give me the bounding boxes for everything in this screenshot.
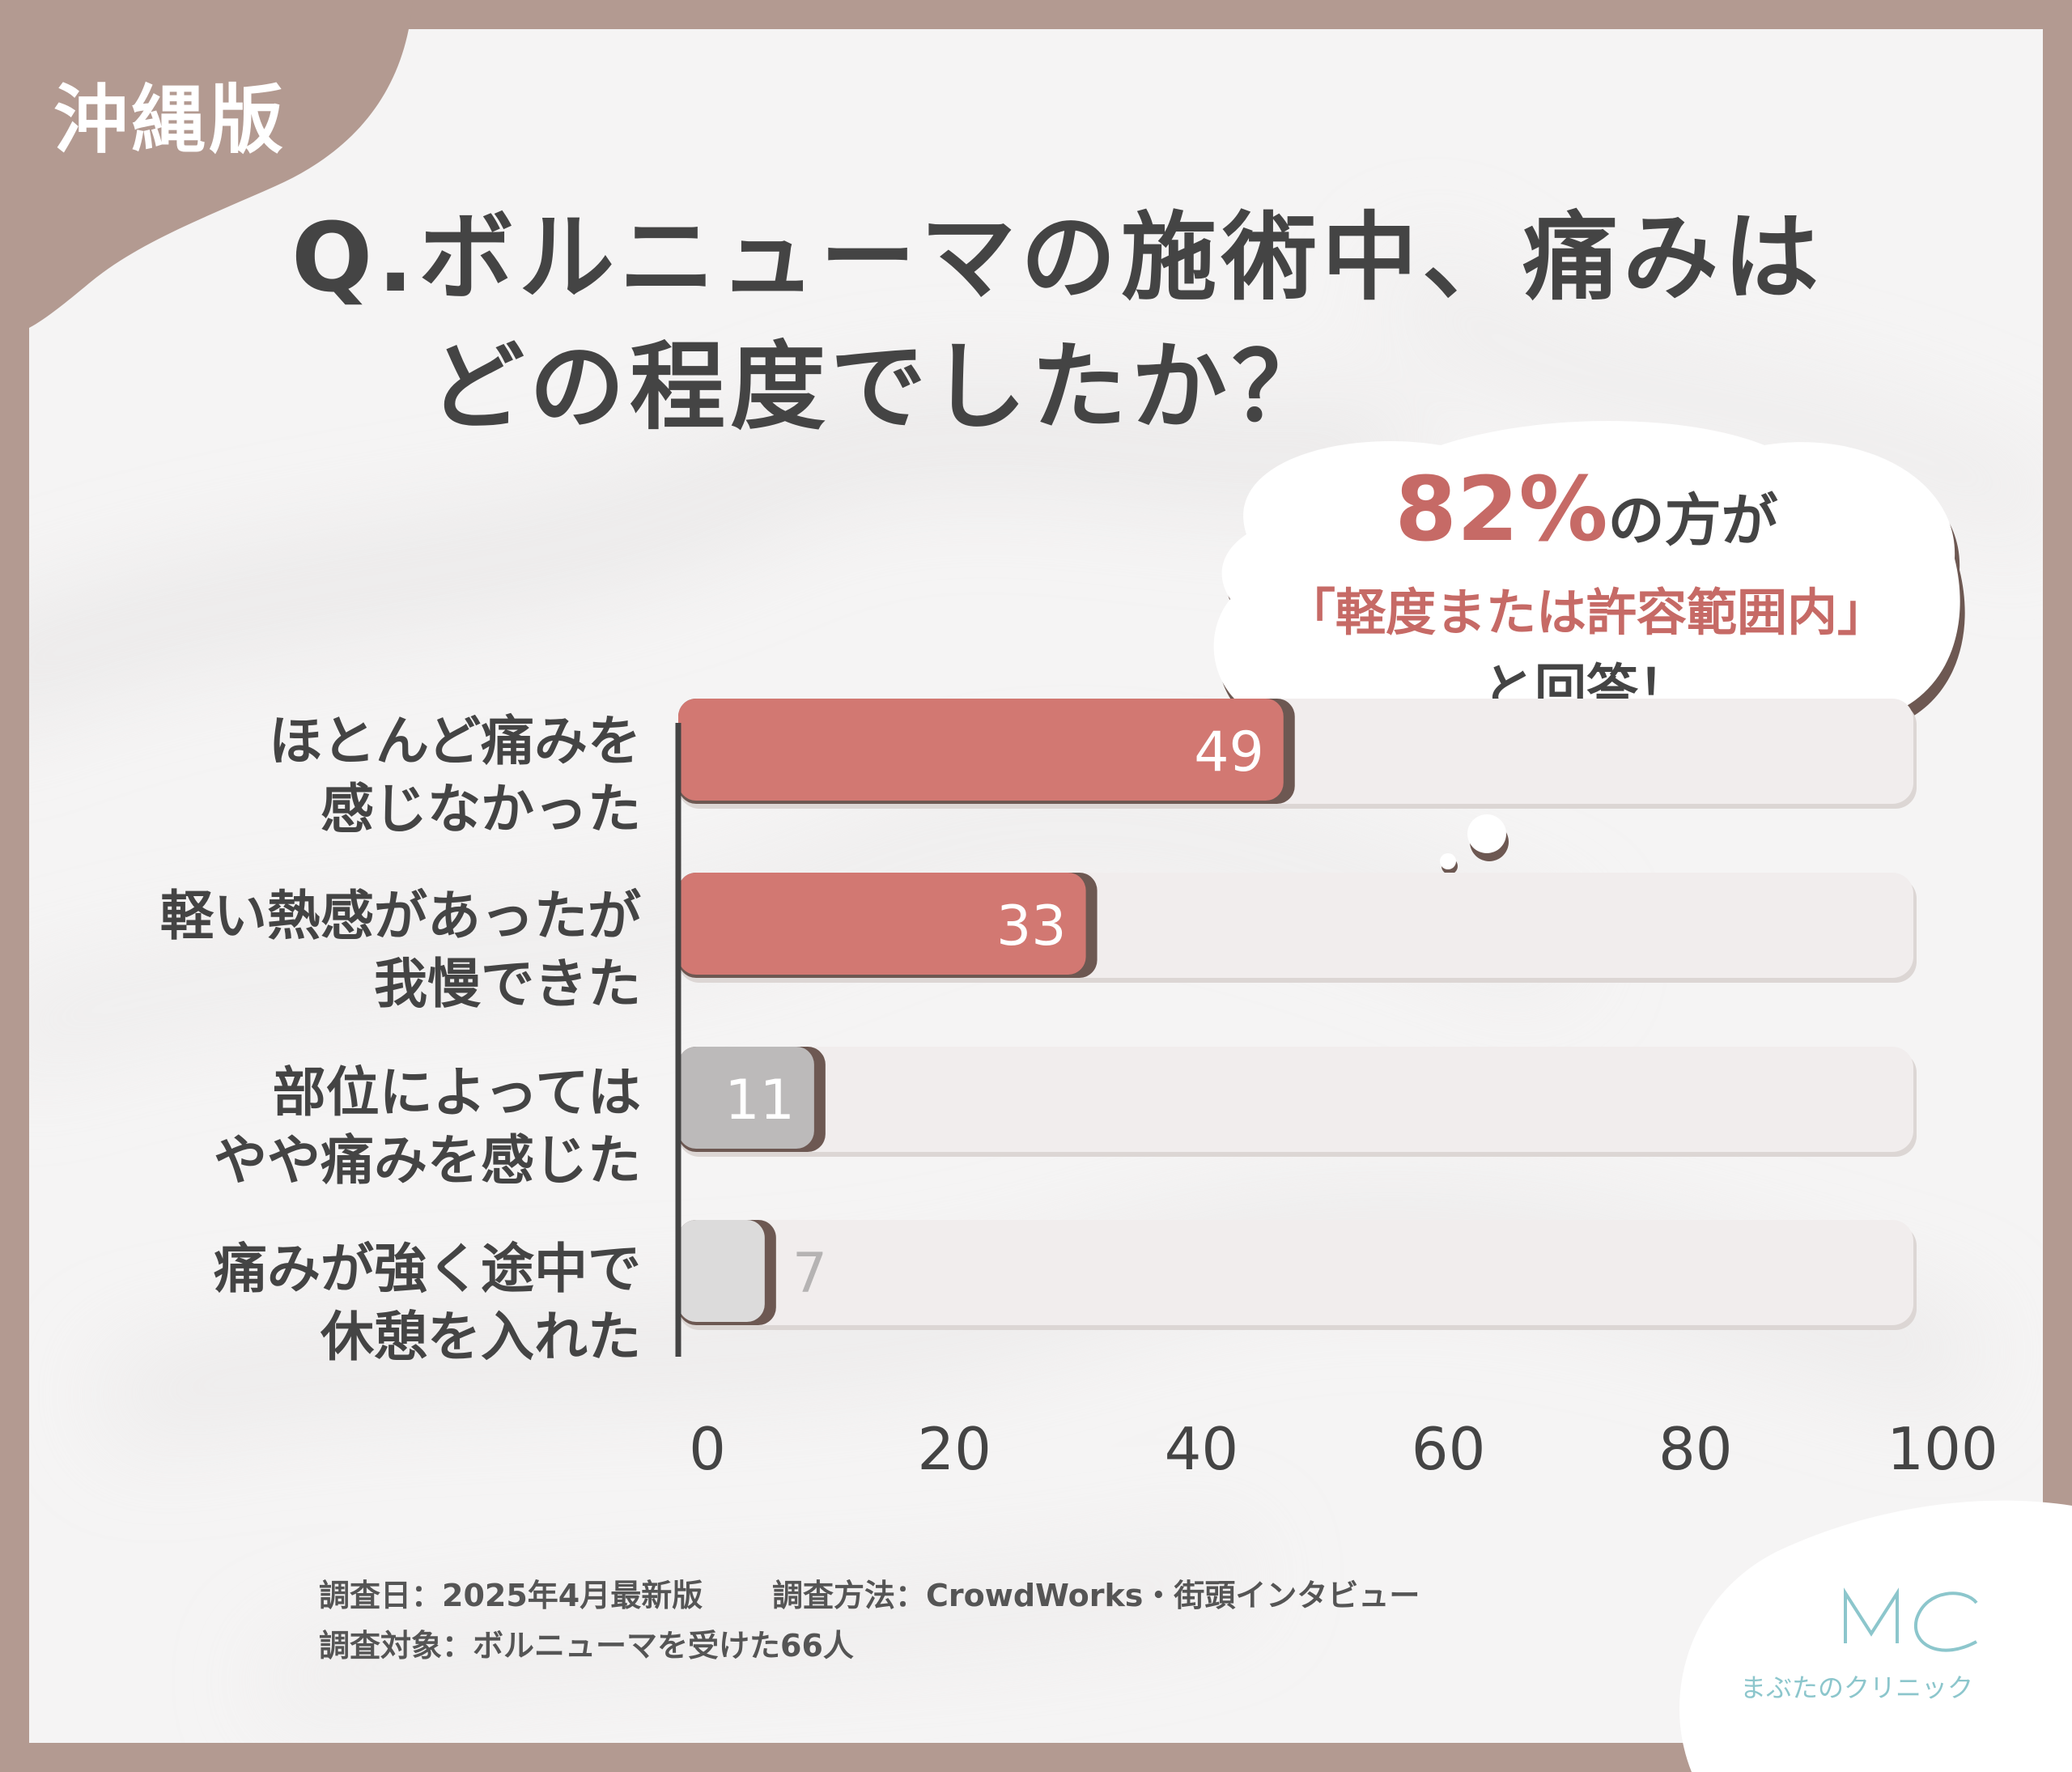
x-tick-label: 100 — [1887, 1415, 1998, 1483]
category-label: 痛みが強く途中で 休憩を入れた — [26, 1235, 641, 1371]
x-tick-label: 60 — [1411, 1415, 1486, 1483]
bar-track — [678, 1047, 1913, 1152]
category-label: ほとんど痛みを 感じなかった — [26, 708, 641, 844]
category-label-line: 休憩を入れた — [321, 1306, 641, 1368]
bar-value-label: 33 — [996, 894, 1067, 958]
category-label-line: 軽い熱感があったが — [160, 885, 641, 947]
bar-chart-plot: 49 33 11 7 — [675, 699, 1917, 1357]
clinic-logo-mark — [1844, 1587, 1978, 1652]
clinic-logo-name: まぶたのクリニック — [1740, 1672, 1974, 1703]
callout-percent: 82% — [1395, 457, 1608, 561]
region-label: 沖縄版 — [53, 77, 287, 164]
bar — [678, 1047, 814, 1149]
category-label-line: 痛みが強く途中で — [214, 1238, 641, 1300]
bar-value-label: 7 — [792, 1242, 827, 1306]
bar-value-label: 49 — [1194, 720, 1264, 784]
category-label: 軽い熱感があったが 我慢できた — [26, 882, 641, 1018]
bar-value-label: 11 — [724, 1069, 795, 1132]
category-label-line: 我慢できた — [374, 953, 641, 1015]
survey-method: 調査方法：CrowdWorks・街頭インタビュー — [772, 1578, 1420, 1613]
survey-date: 調査日：2025年4月最新版 — [319, 1578, 703, 1613]
callout-line1-rest: の方が — [1607, 487, 1778, 554]
x-tick-label: 20 — [917, 1415, 991, 1483]
bar — [678, 699, 1284, 801]
chart-title-line1: Q.ボルニューマの施術中、痛みは — [291, 202, 1824, 313]
survey-target: 調査対象：ボルニューマを受けた66人 — [319, 1628, 854, 1664]
category-label-line: やや痛みを感じた — [214, 1129, 641, 1192]
region-tab-shape — [0, 0, 413, 328]
bar — [678, 1220, 765, 1322]
x-tick-label: 80 — [1658, 1415, 1733, 1483]
category-label-line: 感じなかった — [321, 778, 641, 840]
x-tick-label: 40 — [1164, 1415, 1239, 1483]
category-label-line: 部位によっては — [272, 1061, 641, 1124]
callout-line2: 「軽度または許容範囲内」 — [1284, 583, 1887, 642]
clinic-logo-backdrop — [1679, 1500, 2072, 1772]
callout-line1: 82%の方が — [1246, 457, 1926, 561]
category-label: 部位によっては やや痛みを感じた — [26, 1059, 641, 1195]
bar — [678, 873, 1086, 975]
x-tick-label: 0 — [689, 1415, 726, 1483]
chart-title-line2: どの程度でしたか？ — [429, 331, 1333, 443]
category-label-line: ほとんど痛みを — [268, 710, 641, 772]
bar-track — [678, 1220, 1913, 1325]
